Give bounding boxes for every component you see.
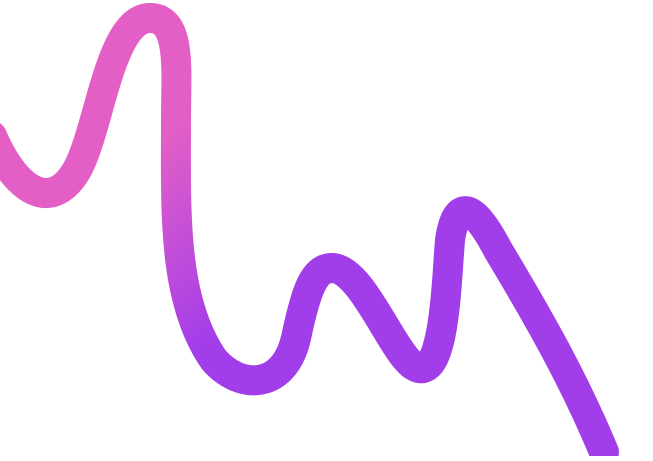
squiggle-stroke <box>0 3 619 461</box>
